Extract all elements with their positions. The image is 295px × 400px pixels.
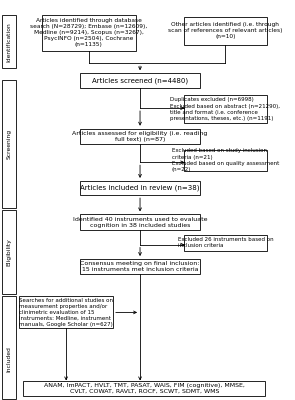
Text: Consensus meeting on final inclusion:
15 instruments met inclusion criteria: Consensus meeting on final inclusion: 15…	[80, 261, 200, 272]
Bar	[2, 80, 16, 208]
Text: Eligibility: Eligibility	[7, 238, 12, 266]
Text: Other articles identified (i.e. through
scan of references of relevant articles): Other articles identified (i.e. through …	[168, 22, 283, 39]
Bar	[184, 150, 267, 170]
Text: Articles included in review (n=38): Articles included in review (n=38)	[80, 185, 200, 191]
Text: Identification: Identification	[7, 23, 12, 62]
Text: Identified 40 instruments used to evaluate
cognition in 38 included studies: Identified 40 instruments used to evalua…	[73, 217, 207, 228]
Text: Articles screened (n=4480): Articles screened (n=4480)	[92, 77, 188, 84]
Text: Searches for additional studies on
measurement properties and/or
clinimetric eva: Searches for additional studies on measu…	[19, 298, 113, 327]
Bar	[23, 380, 265, 396]
Text: Excluded based on study inclusion
criteria (n=21)
Excluded based on quality asse: Excluded based on study inclusion criter…	[172, 148, 279, 172]
Bar	[2, 15, 16, 68]
Bar	[19, 296, 113, 328]
Bar	[80, 259, 200, 274]
Bar	[184, 17, 267, 44]
Bar	[2, 296, 16, 399]
Bar	[80, 73, 200, 88]
Bar	[80, 129, 200, 144]
Text: Articles assessed for eligibility (i.e. reading
full text) (n=87): Articles assessed for eligibility (i.e. …	[72, 131, 208, 142]
Bar	[80, 214, 200, 230]
Bar	[184, 95, 267, 124]
Bar	[184, 235, 267, 251]
Text: Excluded 26 instruments based on
inclusion criteria: Excluded 26 instruments based on inclusi…	[178, 237, 273, 248]
Text: Included: Included	[7, 346, 12, 372]
Text: Articles identified through database
search (N=28729); Embase (n=12609),
Medline: Articles identified through database sea…	[30, 18, 148, 48]
Bar	[80, 181, 200, 195]
Text: Duplicates excluded (n=6998)
Excluded based on abstract (n=21290),
title and for: Duplicates excluded (n=6998) Excluded ba…	[170, 97, 280, 121]
Text: Screening: Screening	[7, 129, 12, 159]
Bar	[42, 15, 136, 50]
Text: ANAM, ImPACT, HVLT, TMT, PASAT, WAIS, FIM (cognitive), MMSE,
CVLT, COWAT, RAVLT,: ANAM, ImPACT, HVLT, TMT, PASAT, WAIS, FI…	[44, 382, 245, 394]
Bar	[2, 210, 16, 294]
